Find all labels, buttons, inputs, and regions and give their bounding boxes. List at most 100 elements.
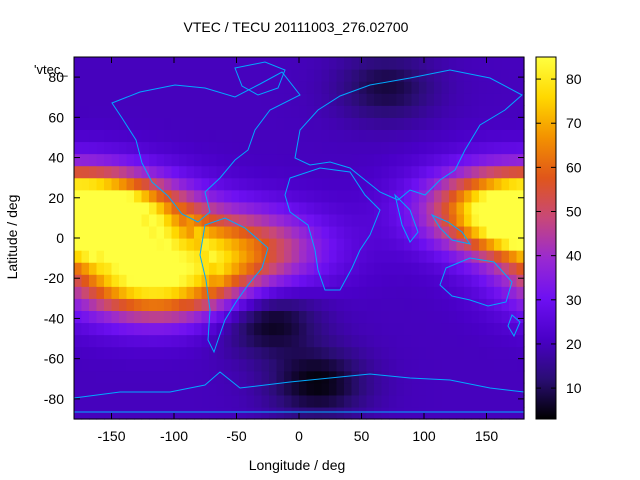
heatmap-cell: [209, 57, 218, 70]
heatmap-cell: [156, 93, 165, 106]
heatmap-cell: [351, 274, 360, 287]
heatmap-cell: [434, 358, 443, 372]
heatmap-cell: [359, 274, 368, 287]
heatmap-cell: [314, 153, 323, 167]
heatmap-cell: [246, 141, 255, 155]
heatmap-cell: [111, 238, 120, 251]
heatmap-cell: [441, 105, 450, 118]
heatmap-cell: [119, 129, 128, 143]
heatmap-cell: [96, 129, 105, 143]
heatmap-cell: [224, 225, 233, 239]
heatmap-cell: [374, 358, 383, 372]
heatmap-cell: [404, 57, 413, 70]
heatmap-cell: [404, 165, 413, 179]
heatmap-cell: [314, 165, 323, 179]
heatmap-cell: [96, 346, 105, 360]
heatmap-cell: [434, 262, 443, 275]
heatmap-cell: [306, 334, 315, 348]
heatmap-cell: [389, 358, 398, 372]
heatmap-cell: [261, 310, 270, 324]
heatmap-cell: [111, 286, 120, 299]
heatmap-cell: [231, 69, 240, 82]
heatmap-cell: [366, 213, 375, 227]
heatmap-cell: [269, 105, 278, 118]
heatmap-cell: [411, 286, 420, 299]
heatmap-cell: [509, 394, 518, 408]
heatmap-cell: [306, 81, 315, 94]
heatmap-cell: [479, 322, 488, 336]
heatmap-cell: [411, 165, 420, 179]
heatmap-cell: [81, 117, 90, 130]
heatmap-cell: [351, 406, 360, 420]
heatmap-cell: [149, 286, 158, 299]
heatmap-cell: [141, 394, 150, 408]
heatmap-cell: [209, 153, 218, 167]
heatmap-cell: [231, 394, 240, 408]
heatmap-cell: [336, 250, 345, 263]
heatmap-cell: [501, 250, 510, 263]
heatmap-cell: [501, 286, 510, 299]
heatmap-cell: [479, 81, 488, 94]
heatmap-cell: [471, 322, 480, 336]
heatmap-cell: [479, 93, 488, 106]
heatmap-cell: [186, 310, 195, 324]
heatmap-cell: [96, 322, 105, 336]
heatmap-cell: [329, 274, 338, 287]
heatmap-cell: [329, 153, 338, 167]
heatmap-cell: [434, 189, 443, 203]
heatmap-cell: [149, 358, 158, 372]
heatmap-cell: [336, 165, 345, 179]
heatmap-cell: [494, 225, 503, 239]
heatmap-cell: [231, 93, 240, 106]
heatmap-cell: [516, 406, 525, 420]
heatmap-cell: [494, 370, 503, 384]
heatmap-cell: [449, 93, 458, 106]
heatmap-cell: [456, 81, 465, 94]
heatmap-cell: [441, 141, 450, 155]
heatmap-cell: [501, 105, 510, 118]
heatmap-cell: [246, 105, 255, 118]
heatmap-cell: [126, 274, 135, 287]
heatmap-cell: [104, 334, 113, 348]
heatmap-cell: [396, 322, 405, 336]
heatmap-cell: [321, 382, 330, 396]
heatmap-cell: [486, 129, 495, 143]
heatmap-cell: [231, 382, 240, 396]
heatmap-cell: [111, 346, 120, 360]
heatmap-cell: [141, 310, 150, 324]
heatmap-cell: [246, 250, 255, 263]
heatmap-cell: [434, 105, 443, 118]
heatmap-cell: [141, 382, 150, 396]
heatmap-cell: [389, 334, 398, 348]
heatmap-cell: [96, 81, 105, 94]
heatmap-cell: [396, 346, 405, 360]
heatmap-cell: [299, 310, 308, 324]
heatmap-cell: [389, 141, 398, 155]
heatmap-cell: [321, 105, 330, 118]
heatmap-cell: [246, 394, 255, 408]
heatmap-cell: [119, 370, 128, 384]
heatmap-cell: [321, 286, 330, 299]
heatmap-cell: [291, 165, 300, 179]
heatmap-cell: [299, 201, 308, 215]
heatmap-cell: [464, 358, 473, 372]
heatmap-cell: [276, 129, 285, 143]
heatmap-cell: [426, 189, 435, 203]
heatmap-cell: [449, 334, 458, 348]
heatmap-cell: [291, 141, 300, 155]
heatmap-cell: [419, 93, 428, 106]
heatmap-cell: [449, 286, 458, 299]
heatmap-cell: [291, 346, 300, 360]
heatmap-cell: [254, 346, 263, 360]
heatmap-cell: [239, 406, 248, 420]
heatmap-cell: [486, 177, 495, 191]
heatmap-cell: [351, 382, 360, 396]
heatmap-cell: [411, 177, 420, 191]
heatmap-cell: [269, 225, 278, 239]
heatmap-cell: [299, 213, 308, 227]
heatmap-cell: [239, 322, 248, 336]
heatmap-cell: [299, 69, 308, 82]
heatmap-cell: [111, 69, 120, 82]
heatmap-cell: [216, 177, 225, 191]
heatmap-cell: [201, 334, 210, 348]
